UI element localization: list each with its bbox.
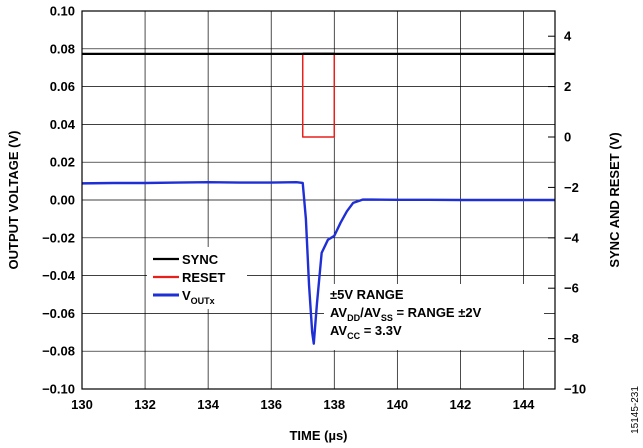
legend: SYNC RESET VOUTx bbox=[147, 247, 247, 309]
y2-tick-label: 0 bbox=[564, 130, 571, 145]
legend-label-v: VOUTx bbox=[182, 288, 215, 306]
y-tick-label: 0.04 bbox=[50, 117, 76, 132]
y-tick-label: −0.04 bbox=[42, 268, 76, 283]
tick-labels: 130 132 134 136 138 140 142 144 0.10 0.08 0.06 0.04… bbox=[42, 4, 586, 413]
y-tick-label: 0.02 bbox=[50, 155, 75, 170]
y-tick-label: 0.06 bbox=[50, 79, 75, 94]
x-tick-label: 142 bbox=[450, 397, 472, 412]
y-tick-label: −0.08 bbox=[42, 344, 75, 359]
legend-label-reset: RESET bbox=[182, 270, 225, 285]
y-axis-label-left: OUTPUT VOLTAGE (V) bbox=[6, 131, 21, 270]
y2-tick-label: −8 bbox=[564, 331, 579, 346]
x-tick-label: 134 bbox=[197, 397, 219, 412]
plot-frame bbox=[81, 10, 556, 390]
y2-tick-label: −10 bbox=[564, 382, 586, 397]
annotation-line: AVDD/AVSS = RANGE ±2V bbox=[330, 305, 482, 323]
x-tick-label: 132 bbox=[134, 397, 156, 412]
series-layer bbox=[81, 52, 555, 345]
x-tick-label: 130 bbox=[71, 397, 93, 412]
x-tick-label: 136 bbox=[260, 397, 282, 412]
x-tick-label: 138 bbox=[323, 397, 345, 412]
annotation-line: AVCC = 3.3V bbox=[330, 323, 402, 341]
x-tick-label: 140 bbox=[386, 397, 408, 412]
y-tick-label: 0.00 bbox=[50, 193, 75, 208]
y2-tick-label: 2 bbox=[564, 79, 571, 94]
y-tick-label: −0.02 bbox=[42, 230, 75, 245]
y2-tick-label: −6 bbox=[564, 281, 579, 296]
figure-id: 15145-231 bbox=[630, 386, 641, 434]
y2-tick-label: −4 bbox=[564, 230, 580, 245]
y-tick-label: 0.08 bbox=[50, 41, 75, 56]
y-tick-label: −0.10 bbox=[42, 382, 75, 397]
x-tick-label: 144 bbox=[513, 397, 535, 412]
annotation-line: ±5V RANGE bbox=[330, 287, 404, 302]
legend-label-sync: SYNC bbox=[182, 252, 219, 267]
y-tick-label: 0.10 bbox=[50, 4, 75, 19]
y-axis-label-right: SYNC AND RESET (V) bbox=[607, 132, 622, 267]
x-axis-label: TIME (µs) bbox=[289, 428, 347, 443]
series-line-v bbox=[81, 181, 555, 345]
annotation-background bbox=[324, 284, 544, 350]
y2-tick-label: −2 bbox=[564, 180, 579, 195]
y-tick-label: −0.06 bbox=[42, 306, 75, 321]
y2-tick-label: 4 bbox=[564, 29, 572, 44]
